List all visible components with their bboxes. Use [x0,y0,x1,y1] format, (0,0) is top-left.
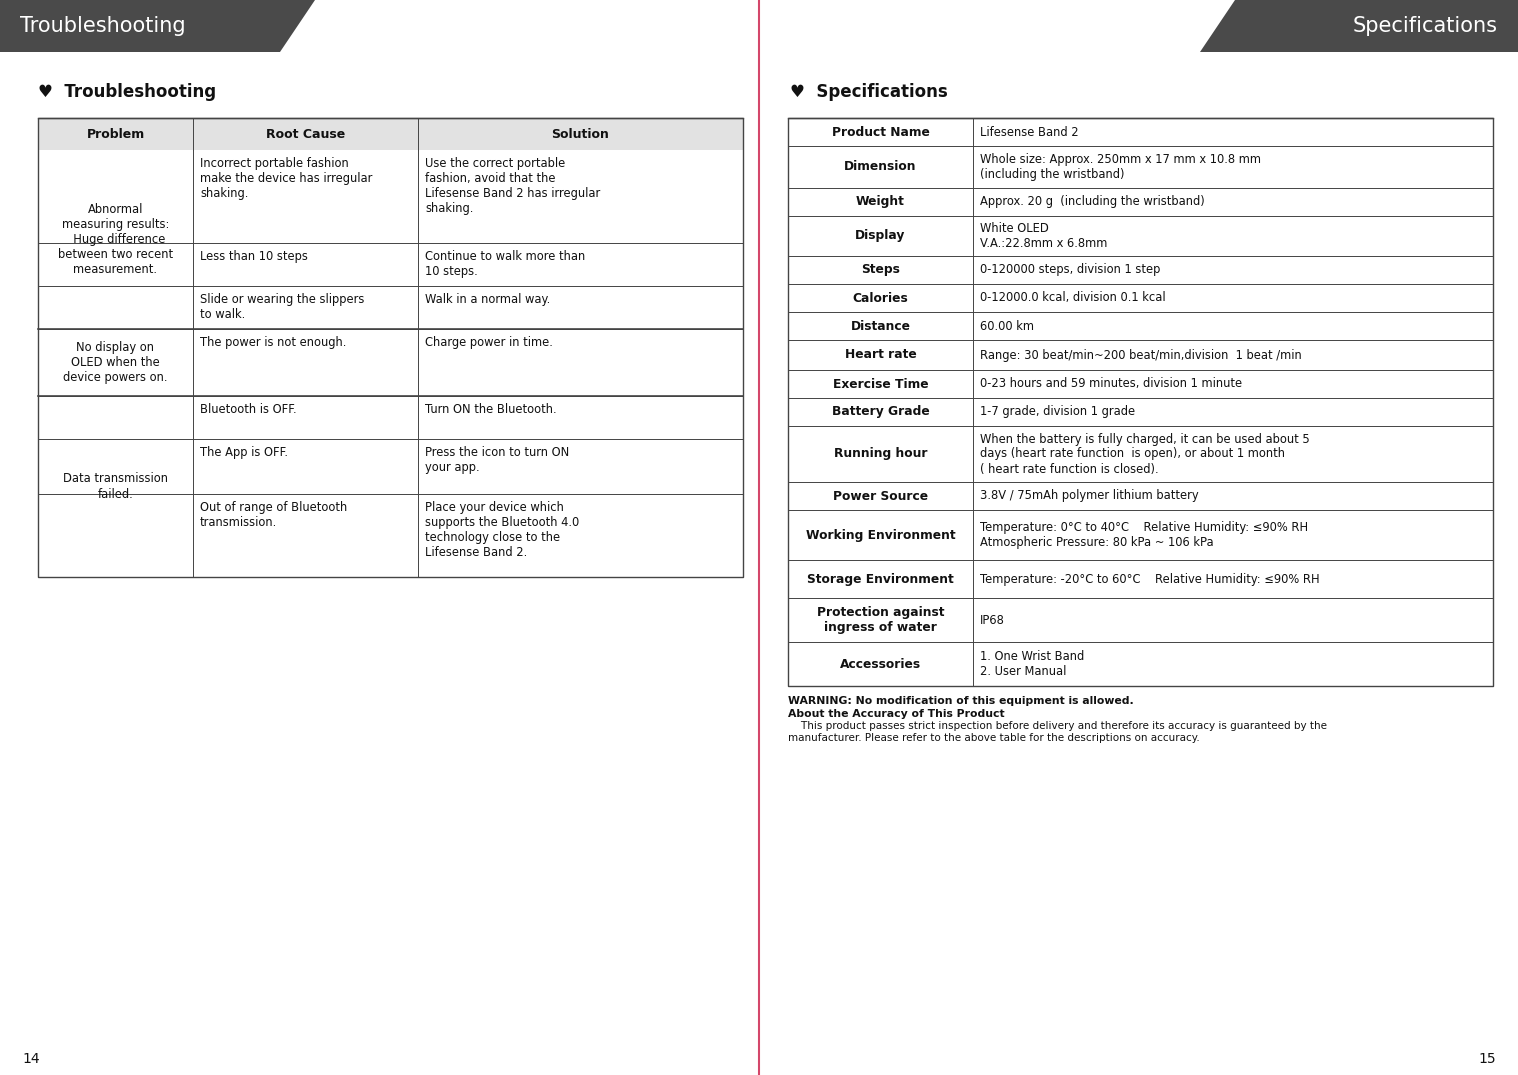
Bar [788,340,1494,370]
Text: Calories: Calories [853,291,908,304]
Text: WARNING: No modification of this equipment is allowed.: WARNING: No modification of this equipme… [788,696,1134,706]
Text: Display: Display [855,229,906,243]
Text: 0-23 hours and 59 minutes, division 1 minute: 0-23 hours and 59 minutes, division 1 mi… [981,377,1242,390]
Text: Troubleshooting: Troubleshooting [20,16,185,35]
Bar [38,439,742,494]
Text: Less than 10 steps: Less than 10 steps [200,250,308,263]
Text: Dimension: Dimension [844,160,917,173]
Text: Weight: Weight [856,196,905,209]
Bar [38,118,742,150]
Text: Out of range of Bluetooth
transmission.: Out of range of Bluetooth transmission. [200,501,348,529]
Bar [788,560,1494,598]
Text: Exercise Time: Exercise Time [833,377,929,390]
Text: 0-12000.0 kcal, division 0.1 kcal: 0-12000.0 kcal, division 0.1 kcal [981,291,1166,304]
Text: The App is OFF.: The App is OFF. [200,446,288,459]
Bar [788,118,1494,686]
Bar [788,510,1494,560]
Text: Walk in a normal way.: Walk in a normal way. [425,293,550,306]
Bar [788,256,1494,284]
Text: Root Cause: Root Cause [266,128,345,141]
Text: Storage Environment: Storage Environment [808,573,953,586]
Text: Accessories: Accessories [839,658,921,671]
Text: Solution: Solution [551,128,609,141]
Text: Temperature: 0°C to 40°C    Relative Humidity: ≤90% RH
Atmospheric Pressure: 80 : Temperature: 0°C to 40°C Relative Humidi… [981,521,1309,549]
Text: ♥  Specifications: ♥ Specifications [789,83,947,101]
Text: Steps: Steps [861,263,900,276]
Bar [38,396,742,439]
Text: ♥  Troubleshooting: ♥ Troubleshooting [38,83,216,101]
Text: IP68: IP68 [981,614,1005,627]
Bar [788,370,1494,398]
Text: Running hour: Running hour [833,447,927,460]
Bar [788,188,1494,216]
Polygon shape [0,0,316,52]
Text: Abnormal
measuring results:
  Huge difference
between two recent
measurement.: Abnormal measuring results: Huge differe… [58,203,173,276]
Text: Whole size: Approx. 250mm x 17 mm x 10.8 mm
(including the wristband): Whole size: Approx. 250mm x 17 mm x 10.8… [981,153,1261,181]
Bar [788,284,1494,312]
Text: Turn ON the Bluetooth.: Turn ON the Bluetooth. [425,403,557,416]
Bar [38,118,742,577]
Text: 15: 15 [1479,1052,1497,1066]
Text: 0-120000 steps, division 1 step: 0-120000 steps, division 1 step [981,263,1160,276]
Text: No display on
OLED when the
device powers on.: No display on OLED when the device power… [64,341,168,384]
Text: This product passes strict inspection before delivery and therefore its accuracy: This product passes strict inspection be… [788,721,1327,731]
Text: 3.8V / 75mAh polymer lithium battery: 3.8V / 75mAh polymer lithium battery [981,489,1199,502]
Bar [788,118,1494,146]
Text: About the Accuracy of This Product: About the Accuracy of This Product [788,710,1005,719]
Bar [788,426,1494,482]
Text: Power Source: Power Source [833,489,927,502]
Text: Heart rate: Heart rate [844,348,917,361]
Bar [38,243,742,286]
Polygon shape [1201,0,1518,52]
Text: Battery Grade: Battery Grade [832,405,929,418]
Text: Slide or wearing the slippers
to walk.: Slide or wearing the slippers to walk. [200,293,364,321]
Bar [788,398,1494,426]
Text: Press the icon to turn ON
your app.: Press the icon to turn ON your app. [425,446,569,474]
Text: Specifications: Specifications [1353,16,1498,35]
Bar [38,494,742,577]
Text: 1. One Wrist Band
2. User Manual: 1. One Wrist Band 2. User Manual [981,650,1084,678]
Text: Range: 30 beat/min~200 beat/min,division  1 beat /min: Range: 30 beat/min~200 beat/min,division… [981,348,1302,361]
Text: When the battery is fully charged, it can be used about 5
days (heart rate funct: When the battery is fully charged, it ca… [981,432,1310,475]
Bar [788,642,1494,686]
Text: Distance: Distance [850,319,911,332]
Text: The power is not enough.: The power is not enough. [200,336,346,349]
Bar [38,329,742,396]
Bar [788,482,1494,510]
Text: Charge power in time.: Charge power in time. [425,336,553,349]
Text: Incorrect portable fashion
make the device has irregular
shaking.: Incorrect portable fashion make the devi… [200,157,372,200]
Text: Bluetooth is OFF.: Bluetooth is OFF. [200,403,296,416]
Bar [788,146,1494,188]
Text: Problem: Problem [87,128,144,141]
Text: Product Name: Product Name [832,126,929,139]
Bar [788,216,1494,256]
Bar [788,598,1494,642]
Text: Lifesense Band 2: Lifesense Band 2 [981,126,1079,139]
Text: manufacturer. Please refer to the above table for the descriptions on accuracy.: manufacturer. Please refer to the above … [788,733,1199,743]
Text: White OLED
V.A.:22.8mm x 6.8mm: White OLED V.A.:22.8mm x 6.8mm [981,223,1107,250]
Text: Data transmission
failed.: Data transmission failed. [64,473,168,501]
Text: Approx. 20 g  (including the wristband): Approx. 20 g (including the wristband) [981,196,1205,209]
Bar [38,286,742,329]
Text: Continue to walk more than
10 steps.: Continue to walk more than 10 steps. [425,250,586,278]
Text: 60.00 km: 60.00 km [981,319,1034,332]
Text: Use the correct portable
fashion, avoid that the
Lifesense Band 2 has irregular
: Use the correct portable fashion, avoid … [425,157,600,215]
Text: 1-7 grade, division 1 grade: 1-7 grade, division 1 grade [981,405,1135,418]
Text: Working Environment: Working Environment [806,529,955,542]
Text: Protection against
ingress of water: Protection against ingress of water [817,606,944,634]
Bar [38,151,742,243]
Bar [788,312,1494,340]
Text: Temperature: -20°C to 60°C    Relative Humidity: ≤90% RH: Temperature: -20°C to 60°C Relative Humi… [981,573,1319,586]
Text: Place your device which
supports the Bluetooth 4.0
technology close to the
Lifes: Place your device which supports the Blu… [425,501,580,559]
Text: 14: 14 [21,1052,39,1066]
